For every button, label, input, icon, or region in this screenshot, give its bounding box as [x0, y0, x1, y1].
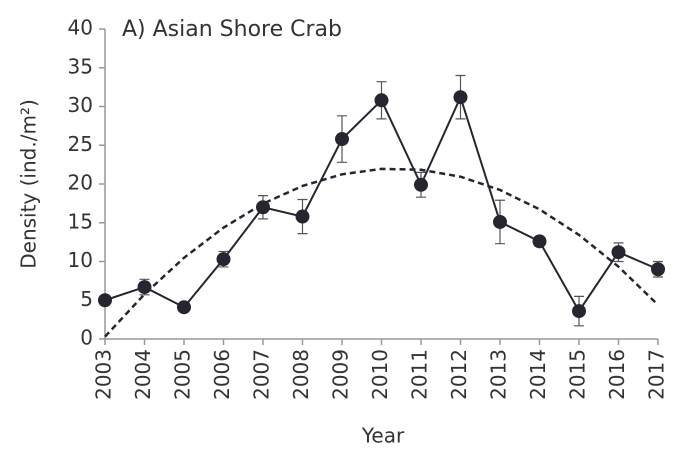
x-tick-label: 2004	[131, 349, 155, 400]
x-tick-label: 2014	[526, 349, 550, 400]
x-tick-label: 2010	[368, 349, 392, 400]
x-tick-label: 2011	[408, 349, 432, 400]
x-tick-label: 2017	[645, 349, 669, 400]
x-tick-label: 2012	[447, 349, 471, 400]
data-point	[137, 280, 152, 295]
data-point	[216, 252, 231, 267]
data-point	[256, 200, 270, 215]
trend-line	[104, 167, 659, 338]
data-point	[453, 90, 468, 105]
x-axis-label: Year	[361, 424, 405, 448]
y-tick-label: 20	[68, 171, 93, 195]
x-tick-label: 2016	[605, 349, 629, 400]
chart-title: A) Asian Shore Crab	[122, 17, 342, 42]
data-point	[611, 245, 626, 260]
data-point	[374, 93, 389, 108]
x-tick-label: 2008	[289, 349, 313, 400]
data-point	[335, 132, 349, 147]
y-tick-label: 30	[68, 93, 93, 117]
data-point	[295, 209, 310, 224]
x-tick-label: 2007	[250, 349, 274, 400]
data-point	[572, 304, 586, 319]
y-tick-label: 10	[68, 248, 93, 272]
data-point	[177, 300, 191, 315]
y-axis-label: Density (ind./m²)	[17, 99, 41, 269]
x-tick-label: 2005	[171, 349, 195, 400]
y-tick-label: 35	[68, 54, 93, 78]
y-tick-label: 15	[68, 209, 93, 233]
data-point	[493, 214, 507, 229]
data-point	[651, 262, 665, 277]
y-tick-label: 40	[68, 16, 93, 40]
x-tick-label: 2009	[329, 349, 353, 400]
y-tick-label: 5	[80, 287, 93, 311]
data-point	[532, 234, 547, 249]
data-point	[414, 177, 428, 192]
y-tick-label: 0	[80, 326, 93, 350]
x-tick-label: 2006	[210, 349, 234, 400]
x-tick-label: 2013	[487, 349, 511, 400]
x-tick-label: 2003	[92, 349, 116, 400]
x-tick-label: 2015	[566, 349, 590, 400]
y-tick-label: 25	[68, 132, 93, 156]
data-line	[104, 94, 659, 314]
data-point	[98, 293, 112, 308]
